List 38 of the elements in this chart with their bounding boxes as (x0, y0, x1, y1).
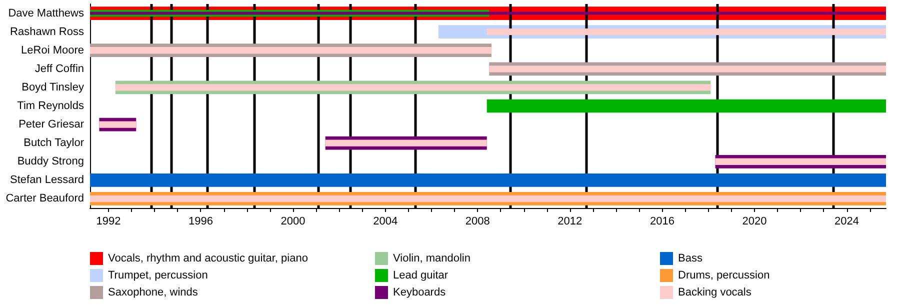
bar (90, 174, 886, 187)
x-tick-label: 2020 (742, 216, 767, 228)
y-tick-label: Butch Taylor (24, 137, 84, 150)
legend-label: Violin, mandolin (393, 252, 470, 264)
legend-label: Bass (678, 252, 703, 264)
y-tick-label: Peter Griesar (18, 118, 84, 131)
bar (325, 140, 487, 146)
y-tick-label: Jeff Coffin (34, 62, 84, 75)
y-tick-label: Rashawn Ross (10, 26, 84, 38)
x-tick-label: 2004 (373, 216, 398, 228)
y-tick-label: Carter Beauford (6, 192, 84, 205)
y-tick-label: Stefan Lessard (10, 174, 84, 186)
bar (486, 28, 886, 36)
bar (90, 47, 492, 54)
bar (99, 121, 136, 128)
y-tick-label: Dave Matthews (8, 7, 84, 20)
y-tick-label: Boyd Tinsley (22, 81, 84, 94)
bar (715, 158, 886, 165)
x-tick-label: 2008 (465, 216, 490, 228)
x-tick-label: 1996 (188, 216, 213, 228)
x-tick-label: 1992 (96, 216, 121, 228)
bar (115, 84, 711, 91)
y-tick-label: Buddy Strong (17, 156, 84, 168)
legend-label: Trumpet, percussion (108, 270, 208, 282)
x-tick-label: 2024 (834, 216, 860, 228)
legend-label: Backing vocals (678, 286, 752, 298)
legend-label: Vocals, rhythm and acoustic guitar, piano (108, 252, 308, 264)
bar (489, 66, 886, 72)
y-tick-label: LeRoi Moore (21, 44, 84, 56)
legend-label: Drums, percussion (678, 270, 770, 282)
legend-label: Keyboards (393, 286, 446, 298)
x-tick-label: 2012 (558, 216, 582, 228)
legend-label: Lead guitar (393, 270, 448, 282)
x-tick-label: 2000 (280, 216, 306, 228)
y-tick-label: Tim Reynolds (17, 100, 84, 112)
x-tick-label: 2016 (650, 216, 674, 228)
legend-label: Saxophone, winds (108, 286, 198, 298)
bar (90, 195, 886, 202)
